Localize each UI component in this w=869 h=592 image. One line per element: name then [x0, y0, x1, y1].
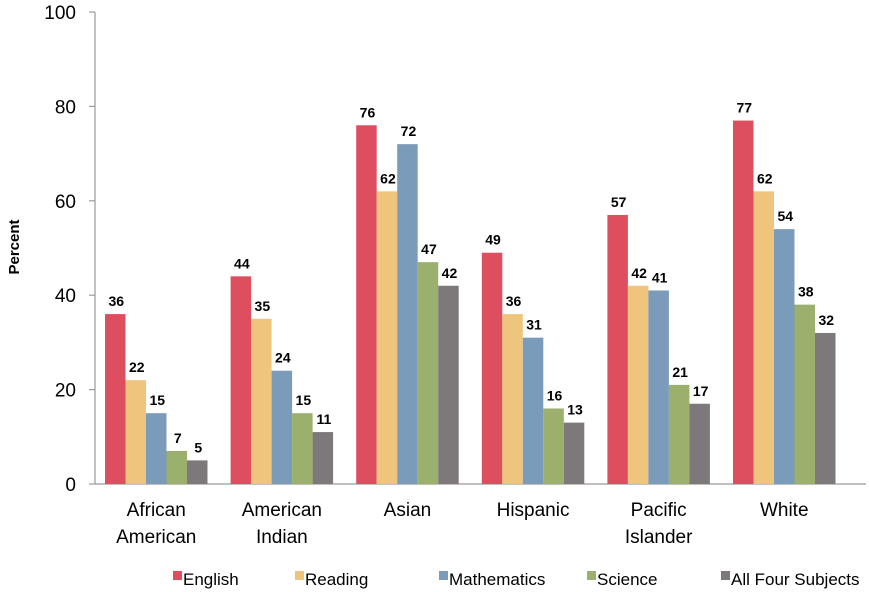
- bar-english: [607, 214, 628, 484]
- bar-english: [105, 314, 126, 484]
- data-label: 21: [672, 364, 688, 380]
- category-label: Indian: [256, 527, 308, 548]
- data-label: 42: [631, 265, 647, 281]
- data-label: 36: [506, 293, 522, 309]
- bars: [105, 120, 836, 485]
- category-label: American: [116, 527, 196, 548]
- category-label: American: [242, 500, 322, 521]
- legend-swatch: [587, 571, 596, 580]
- legend-label: Reading: [305, 570, 368, 589]
- bar-science: [794, 304, 815, 484]
- bar-reading: [627, 285, 649, 484]
- bar-mathematics: [146, 413, 167, 484]
- bar-all-four-subjects: [312, 432, 334, 484]
- bar-science: [543, 408, 564, 484]
- legend-swatch: [295, 571, 304, 580]
- bar-mathematics: [648, 290, 669, 484]
- bar-mathematics: [271, 370, 293, 484]
- data-label: 17: [693, 383, 709, 399]
- data-label: 62: [380, 170, 396, 186]
- bar-all-four-subjects: [689, 403, 710, 484]
- y-tick-label: 100: [44, 3, 76, 24]
- data-label: 62: [757, 170, 773, 186]
- data-label: 31: [526, 317, 542, 333]
- data-label: 35: [255, 298, 271, 314]
- bar-all-four-subjects: [187, 460, 208, 484]
- data-label: 76: [360, 104, 376, 120]
- bar-mathematics: [774, 229, 795, 484]
- legend-label: Science: [597, 570, 657, 589]
- data-label: 13: [567, 402, 583, 418]
- data-label: 42: [442, 265, 458, 281]
- legend-label: English: [183, 570, 239, 589]
- bar-english: [733, 120, 754, 484]
- legend-label: All Four Subjects: [731, 570, 860, 589]
- bar-all-four-subjects: [815, 332, 836, 484]
- legend: English Reading Mathematics Science All Four…: [173, 570, 860, 589]
- data-label: 41: [652, 269, 668, 285]
- data-label: 11: [316, 411, 331, 427]
- data-labels: 3622157544352415117662724742493631161357…: [108, 100, 834, 456]
- y-axis-title: Percent: [6, 219, 23, 274]
- bar-mathematics: [397, 144, 418, 484]
- y-tick-label: 60: [55, 192, 76, 213]
- data-label: 54: [777, 208, 793, 224]
- data-label: 15: [296, 392, 312, 408]
- category-label: Asian: [384, 500, 432, 521]
- data-label: 24: [275, 350, 291, 366]
- axes: 0 20 40 60 80 100 Percent African American Americ…: [6, 3, 866, 548]
- y-tick-label: 0: [65, 475, 76, 496]
- data-label: 36: [108, 293, 124, 309]
- category-label: Islander: [625, 527, 693, 548]
- category-label: African: [127, 500, 186, 521]
- data-label: 44: [234, 255, 250, 271]
- bar-reading: [251, 318, 272, 484]
- category-label: Pacific: [631, 500, 687, 521]
- bar-science: [166, 450, 187, 484]
- legend-swatch: [439, 571, 448, 580]
- bar-reading: [125, 380, 146, 484]
- data-label: 5: [194, 439, 202, 455]
- bar-science: [668, 384, 690, 484]
- category-label: Hispanic: [497, 500, 570, 521]
- data-label: 57: [611, 194, 627, 210]
- y-tick-label: 40: [55, 286, 76, 307]
- bar-mathematics: [522, 337, 544, 484]
- bar-all-four-subjects: [438, 285, 459, 484]
- bar-science: [417, 262, 439, 484]
- data-label: 15: [149, 392, 165, 408]
- bar-english: [481, 252, 503, 484]
- y-tick-label: 80: [55, 97, 76, 118]
- legend-swatch: [721, 571, 730, 580]
- legend-swatch: [173, 571, 182, 580]
- data-label: 7: [174, 430, 182, 446]
- y-tick-label: 20: [55, 381, 76, 402]
- data-label: 77: [736, 100, 752, 116]
- data-label: 49: [485, 232, 501, 248]
- legend-label: Mathematics: [449, 570, 545, 589]
- bar-reading: [502, 314, 523, 484]
- data-label: 47: [421, 241, 437, 257]
- category-label: White: [760, 500, 809, 521]
- bar-english: [230, 276, 252, 484]
- bar-reading: [753, 191, 774, 485]
- data-label: 72: [401, 123, 417, 139]
- bar-all-four-subjects: [563, 422, 585, 484]
- bar-reading: [376, 191, 398, 485]
- data-label: 16: [547, 387, 563, 403]
- bar-english: [356, 125, 377, 484]
- data-label: 38: [798, 284, 814, 300]
- bar-science: [292, 413, 313, 484]
- data-label: 22: [129, 359, 145, 375]
- data-label: 32: [818, 312, 834, 328]
